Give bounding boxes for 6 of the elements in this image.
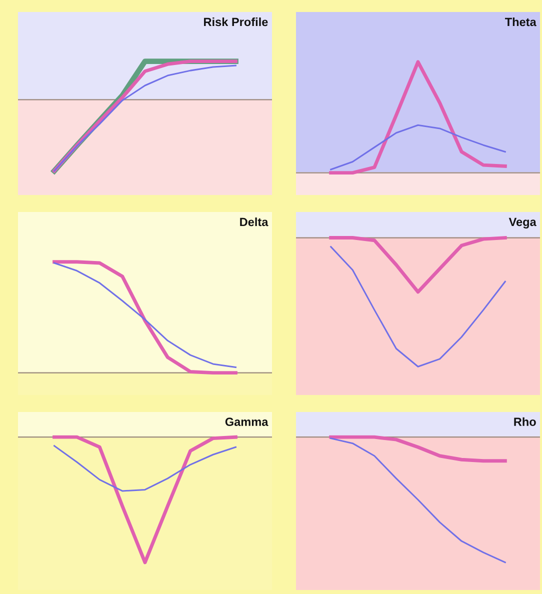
chart-title: Vega [508, 218, 536, 228]
chart-title: Theta [504, 17, 536, 26]
chart-title: Delta [240, 217, 268, 226]
chart-title: Rho [514, 417, 536, 426]
chart-title: Gamma [225, 418, 268, 426]
chart-title: Risk Profile [204, 17, 268, 26]
